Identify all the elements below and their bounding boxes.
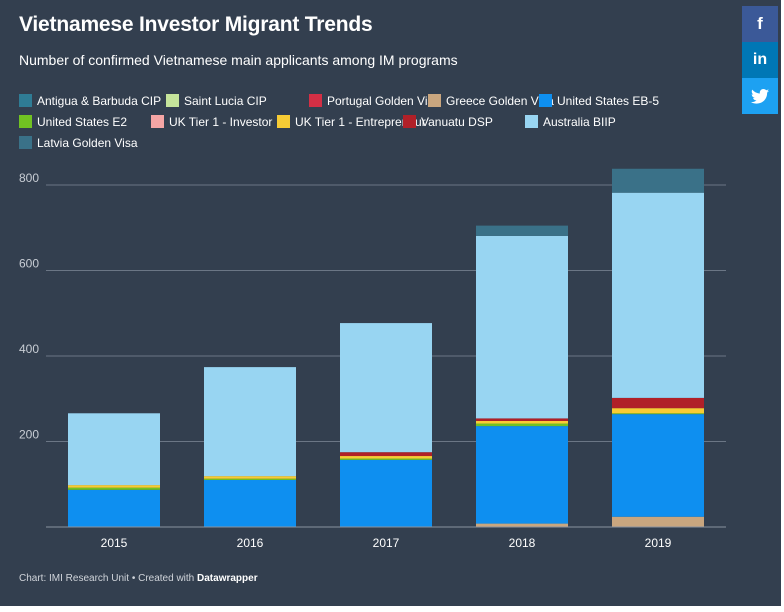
source-credit: Chart: IMI Research Unit • Created with — [19, 573, 198, 584]
stacked-bar-chart: 200 400 600 800 2015 2016 2017 2018 2019 — [19, 168, 726, 550]
chart-subtitle: Number of confirmed Vietnamese main appl… — [19, 52, 458, 68]
bar-segment — [612, 192, 704, 398]
y-tick-label: 800 — [19, 171, 39, 185]
bar-segment — [340, 458, 432, 460]
linkedin-icon: in — [752, 51, 768, 68]
chart-footer: Chart: IMI Research Unit • Created with … — [19, 573, 258, 584]
bar-segment — [68, 489, 160, 527]
legend-item: Latvia Golden Visa — [19, 132, 138, 153]
legend-swatch — [309, 94, 322, 107]
legend-row: Antigua & Barbuda CIP Saint Lucia CIP Port… — [19, 90, 719, 111]
twitter-icon — [751, 88, 769, 104]
bar-segment — [340, 323, 432, 453]
legend-item: UK Tier 1 - Entrepreneur — [277, 111, 426, 132]
bar-segment — [612, 414, 704, 517]
legend-item: United States E2 — [19, 111, 127, 132]
x-tick-label: 2017 — [373, 536, 400, 550]
bar-segment — [204, 476, 296, 479]
y-tick-label: 200 — [19, 428, 39, 442]
legend-swatch — [539, 94, 552, 107]
bar-segment — [68, 413, 160, 486]
y-tick-label: 400 — [19, 342, 39, 356]
bar-segment — [204, 479, 296, 527]
legend-label: United States EB-5 — [557, 93, 660, 108]
legend-label: UK Tier 1 - Investor — [169, 114, 273, 129]
legend-swatch — [277, 115, 290, 128]
bar-segment — [68, 485, 160, 488]
chart-legend: Antigua & Barbuda CIP Saint Lucia CIP Port… — [19, 90, 719, 153]
legend-swatch — [19, 136, 32, 149]
legend-item: Vanuatu DSP — [403, 111, 493, 132]
linkedin-share-button[interactable]: in — [742, 42, 778, 78]
bar-segment — [476, 423, 568, 427]
legend-swatch — [525, 115, 538, 128]
legend-label: Antigua & Barbuda CIP — [37, 93, 162, 108]
legend-label: Australia BIIP — [543, 114, 616, 129]
bar-segment — [476, 418, 568, 421]
bar-segment — [612, 413, 704, 415]
x-tick-label: 2015 — [101, 536, 128, 550]
facebook-icon: f — [757, 14, 763, 33]
legend-item: Greece Golden Visa — [428, 90, 554, 111]
legend-item: UK Tier 1 - Investor — [151, 111, 272, 132]
bar-segment — [204, 478, 296, 480]
legend-item: United States EB-5 — [539, 90, 659, 111]
legend-swatch — [403, 115, 416, 128]
bar-segment — [476, 235, 568, 419]
bar-segment — [612, 408, 704, 414]
bar-segment — [476, 225, 568, 236]
legend-label: Portugal Golden Visa — [327, 93, 441, 108]
legend-item: Antigua & Barbuda CIP — [19, 90, 161, 111]
legend-swatch — [151, 115, 164, 128]
tool-credit: Datawrapper — [197, 573, 258, 584]
legend-item: Australia BIIP — [525, 111, 616, 132]
legend-row: United States E2 UK Tier 1 - Investor UK T… — [19, 111, 719, 132]
bar-segment — [476, 420, 568, 424]
legend-item: Saint Lucia CIP — [166, 90, 267, 111]
legend-item: Portugal Golden Visa — [309, 90, 440, 111]
legend-swatch — [166, 94, 179, 107]
y-tick-label: 600 — [19, 257, 39, 271]
twitter-share-button[interactable] — [742, 78, 778, 114]
bar-segment — [340, 456, 432, 459]
bar-segment — [612, 516, 704, 527]
legend-row: Latvia Golden Visa — [19, 132, 719, 153]
x-tick-label: 2019 — [645, 536, 672, 550]
bar-segment — [612, 397, 704, 409]
legend-label: Greece Golden Visa — [446, 93, 554, 108]
chart-title: Vietnamese Investor Migrant Trends — [19, 13, 373, 36]
legend-label: Saint Lucia CIP — [184, 93, 267, 108]
x-tick-label: 2018 — [509, 536, 536, 550]
bar-segment — [476, 426, 568, 524]
facebook-share-button[interactable]: f — [742, 6, 778, 42]
bar-segment — [204, 367, 296, 477]
legend-label: Vanuatu DSP — [421, 114, 493, 129]
bar-segment — [68, 487, 160, 490]
legend-label: Latvia Golden Visa — [37, 135, 138, 150]
legend-label: United States E2 — [37, 114, 128, 129]
legend-swatch — [19, 115, 32, 128]
legend-swatch — [19, 94, 32, 107]
bar-segment — [476, 523, 568, 527]
legend-swatch — [428, 94, 441, 107]
legend-label: UK Tier 1 - Entrepreneur — [295, 114, 426, 129]
bar-segment — [340, 452, 432, 457]
x-tick-label: 2016 — [237, 536, 264, 550]
bar-segment — [340, 459, 432, 527]
bar-segment — [612, 168, 704, 193]
